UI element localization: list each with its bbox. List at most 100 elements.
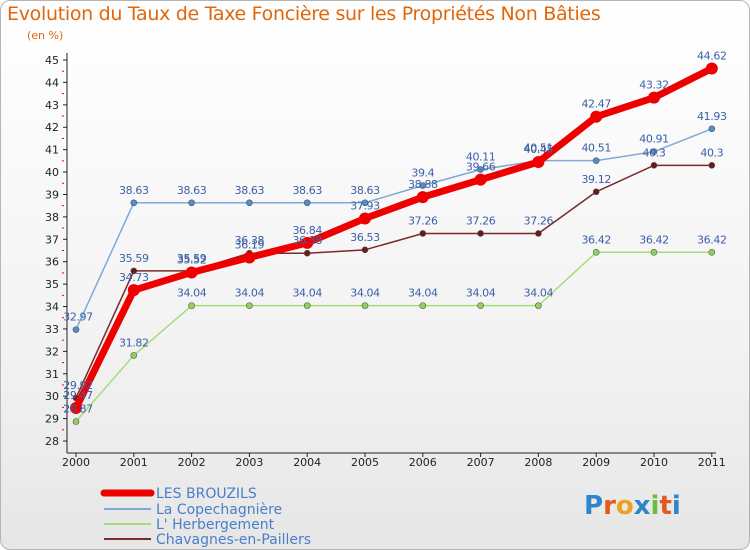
data-label: 41.93: [697, 110, 727, 123]
data-label: 35.52: [177, 253, 207, 266]
series-line: [75, 164, 713, 399]
data-label: 29.92: [63, 379, 93, 392]
data-label: 40.45: [524, 143, 554, 156]
data-label: 28.87: [63, 403, 93, 416]
data-label: 36.84: [292, 224, 322, 237]
x-tick-label: 2006: [409, 456, 437, 469]
data-label: 31.82: [119, 336, 149, 349]
axes: 28 29 30 31 32 33 34 35 36 37 38 39 40 41 42 43 44 45 2000…: [45, 53, 726, 469]
data-labels: 32.97 38.63 38.63 38.63 38.63 38.63 39.4 40.11 4…: [63, 50, 727, 416]
data-point: [303, 249, 311, 257]
data-point: [361, 199, 369, 207]
x-tick-label: 2007: [467, 456, 495, 469]
y-tick-label: 33: [45, 323, 59, 336]
data-point: [246, 199, 253, 207]
y-tick-label: 43: [45, 99, 59, 112]
data-point: [301, 236, 314, 249]
data-label: 40.51: [581, 142, 611, 155]
data-label: 38.63: [235, 184, 265, 197]
data-point: [708, 162, 716, 169]
x-tick-label: 2009: [582, 456, 610, 469]
data-point: [708, 125, 716, 133]
data-label: 44.62: [697, 50, 727, 63]
logo-letter: i: [671, 491, 681, 521]
data-point: [535, 302, 542, 309]
y-tick-label: 28: [45, 435, 59, 448]
data-label: 39.4: [411, 167, 434, 180]
data-label: 37.26: [466, 214, 496, 227]
logo-letter: r: [603, 491, 616, 521]
data-label: 36.53: [350, 231, 380, 244]
data-point: [130, 199, 138, 207]
data-label: 40.3: [643, 146, 666, 159]
series-line: [75, 128, 713, 331]
legend-label: L' Herbergement: [156, 517, 275, 533]
y-tick-label: 30: [45, 390, 59, 403]
x-tick-label: 2008: [524, 456, 552, 469]
x-tick-label: 2011: [698, 456, 726, 469]
x-tick-label: 2005: [351, 456, 379, 469]
data-point: [419, 302, 427, 309]
series-line: [75, 251, 713, 423]
logo-letter: P: [584, 491, 604, 521]
data-point: [648, 91, 660, 104]
y-tick-label: 45: [45, 54, 59, 67]
x-tick-label: 2001: [120, 456, 148, 469]
data-label: 42.47: [581, 98, 611, 111]
data-label: 38.88: [408, 178, 438, 191]
legend-label: LES BROUZILS: [156, 486, 257, 502]
data-label: 34.73: [119, 271, 149, 284]
y-tick-label: 29: [45, 413, 59, 426]
data-point: [532, 155, 545, 168]
data-point: [592, 157, 600, 164]
series-line: [72, 65, 716, 412]
data-label: 40.91: [639, 133, 669, 146]
data-label: 40.3: [700, 146, 723, 159]
y-tick-label: 44: [45, 76, 59, 89]
data-point: [416, 191, 429, 204]
logo-letter: t: [659, 491, 672, 521]
data-label: 34.04: [350, 287, 380, 300]
data-point: [535, 230, 542, 237]
data-label: 35.59: [119, 252, 149, 265]
chart-title: Evolution du Taux de Taxe Foncière sur l…: [7, 3, 601, 25]
logo-letter: x: [633, 491, 651, 521]
data-label: 38.63: [119, 184, 149, 197]
data-point: [650, 162, 658, 169]
data-label: 36.42: [581, 233, 611, 246]
x-tick-label: 2003: [235, 456, 263, 469]
data-label: 36.42: [697, 233, 727, 246]
data-label: 34.04: [235, 287, 265, 300]
data-point: [303, 302, 311, 309]
data-label: 37.93: [350, 199, 380, 212]
data-point: [130, 352, 138, 359]
data-point: [303, 199, 311, 207]
y-tick-label: 39: [45, 188, 59, 201]
logo-letter: i: [650, 491, 660, 521]
y-tick-label: 42: [45, 121, 59, 134]
y-tick-label: 32: [45, 345, 59, 358]
data-point: [477, 230, 484, 237]
data-point: [188, 199, 195, 207]
data-point: [708, 248, 716, 256]
y-tick-label: 40: [45, 166, 59, 179]
data-label: 36.38: [235, 234, 265, 247]
y-tick-label: 36: [45, 256, 59, 269]
data-point: [419, 182, 427, 189]
y-tick-label: 41: [45, 144, 59, 157]
data-label: 38.63: [177, 184, 207, 197]
data-label: 34.04: [408, 287, 438, 300]
data-label: 34.04: [177, 287, 207, 300]
x-tick-label: 2000: [62, 456, 90, 469]
data-label: 34.04: [292, 287, 322, 300]
data-label: 38.63: [292, 184, 322, 197]
data-point: [72, 326, 80, 333]
data-point: [72, 418, 80, 425]
data-point: [419, 230, 427, 237]
data-point: [361, 246, 369, 254]
y-tick-label: 34: [45, 301, 59, 314]
data-label: 34.04: [466, 287, 496, 300]
